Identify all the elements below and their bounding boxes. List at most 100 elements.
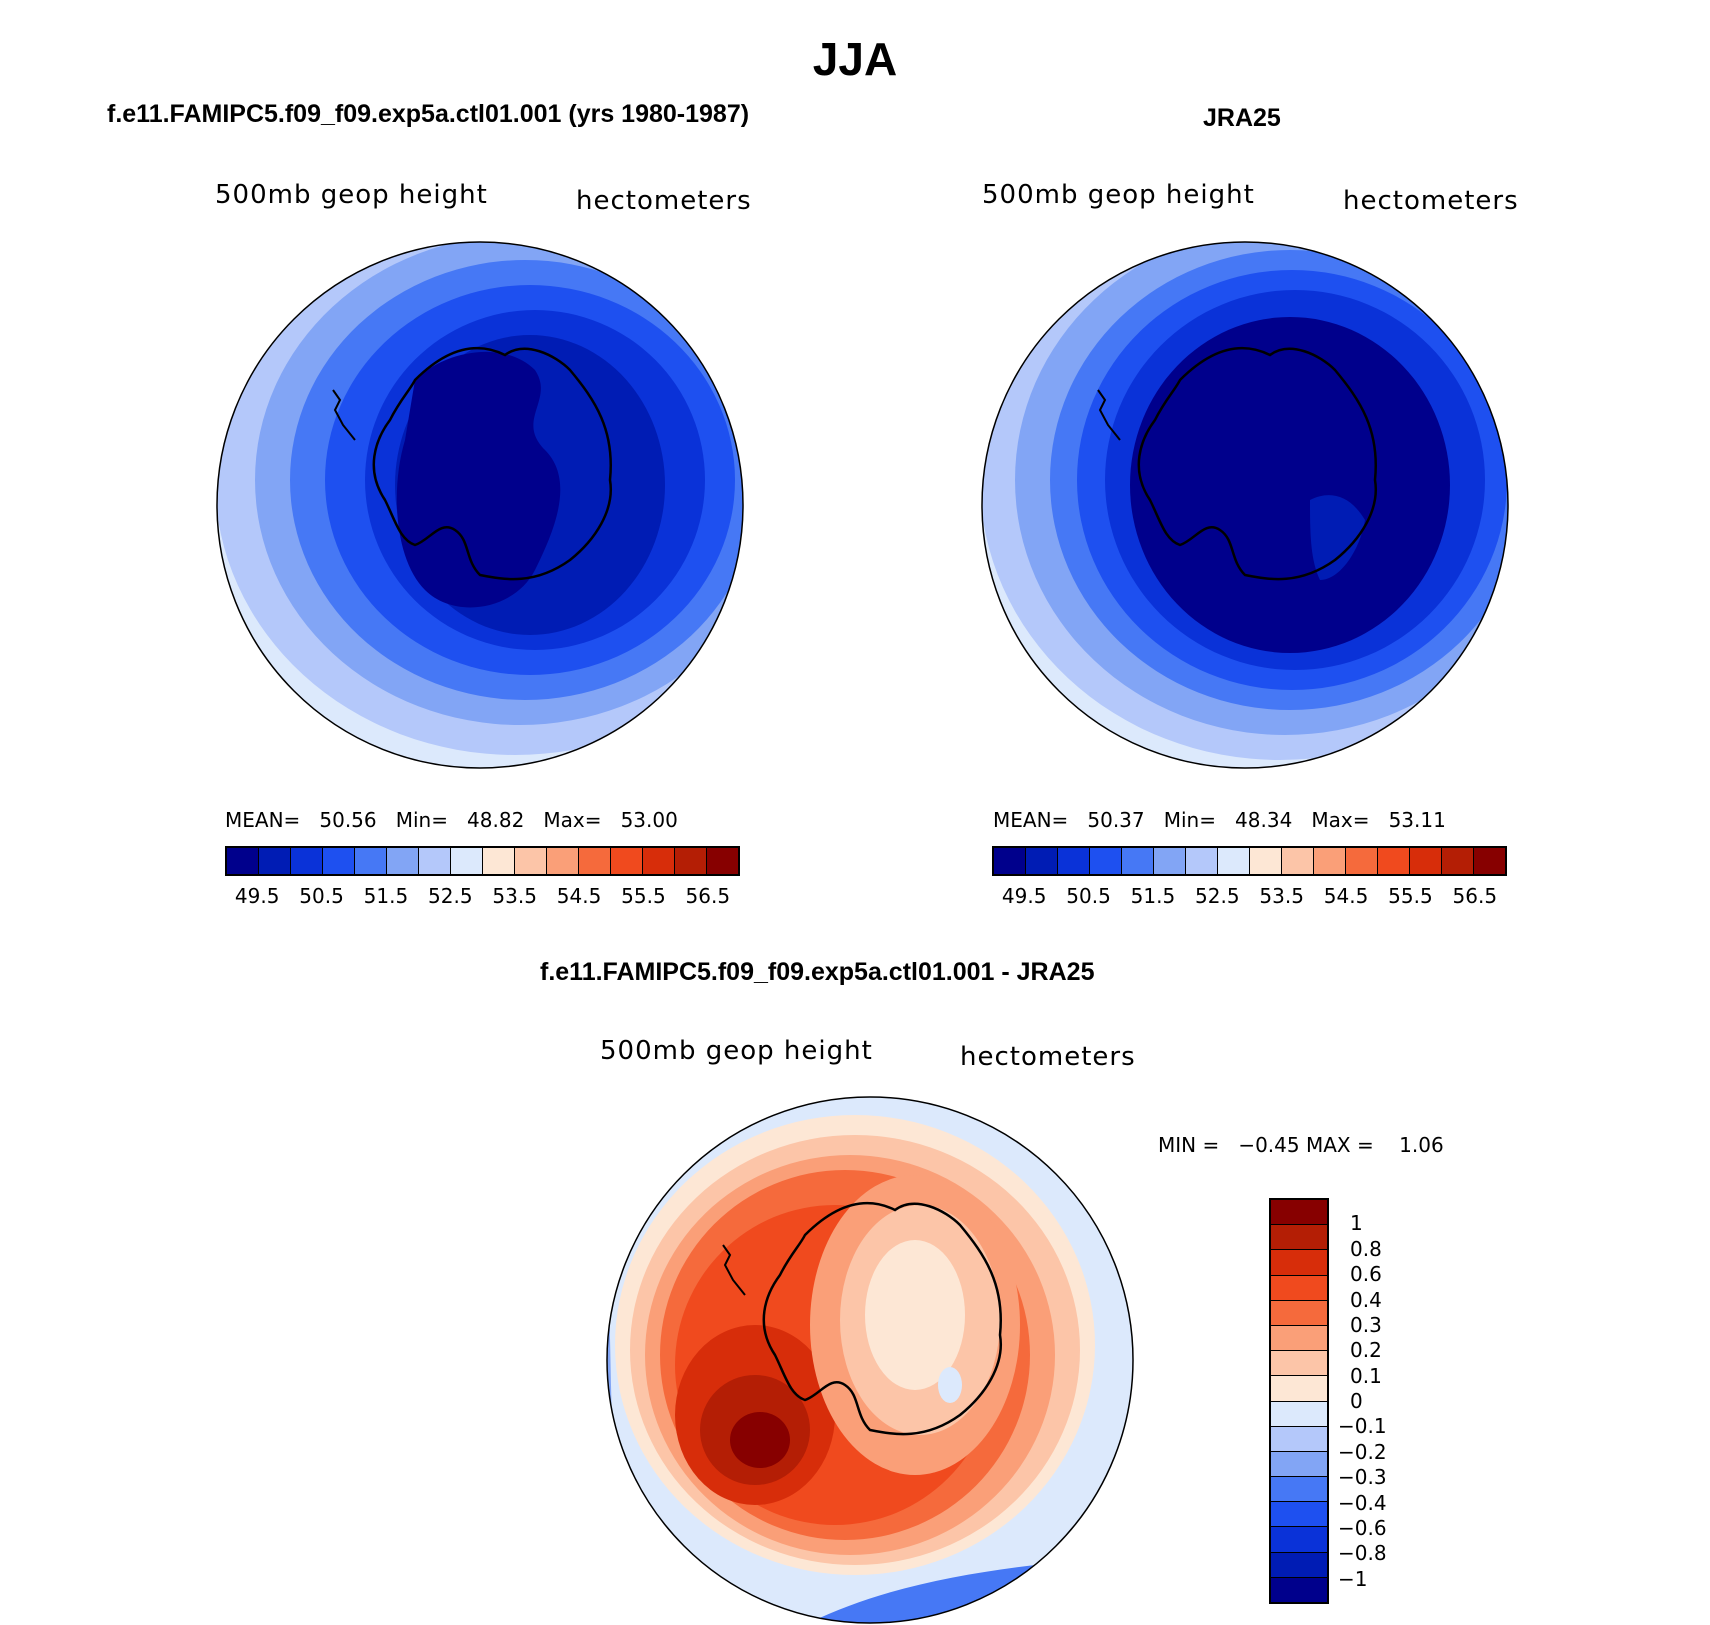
diff-variable-label: 500mb geop height: [600, 1036, 873, 1066]
model-colorbar-swatch: [707, 848, 738, 874]
model-units-label: hectometers: [576, 186, 752, 216]
obs-variable-label: 500mb geop height: [982, 180, 1255, 210]
model-colorbar-swatch: [451, 848, 483, 874]
obs-colorbar-swatch: [1378, 848, 1410, 874]
model-colorbar-swatch: [259, 848, 291, 874]
diff-colorbar-swatch: [1271, 1401, 1327, 1427]
model-colorbar-swatch: [483, 848, 515, 874]
obs-colorbar-tick-label: 52.5: [1195, 884, 1240, 908]
obs-colorbar-swatch: [1410, 848, 1442, 874]
diff-colorbar-tick-label: 0.2: [1350, 1338, 1382, 1363]
model-max-label: Max=: [543, 808, 602, 832]
model-colorbar-tick-label: 54.5: [556, 884, 602, 908]
obs-min-label: Min=: [1163, 808, 1216, 832]
model-colorbar: [225, 846, 740, 876]
model-colorbar-swatch: [547, 848, 579, 874]
obs-colorbar-swatch: [1058, 848, 1090, 874]
model-stats: MEAN= 50.56 Min= 48.82 Max= 53.00: [225, 808, 678, 832]
diff-colorbar-tick-label: −0.2: [1338, 1439, 1387, 1464]
diff-colorbar-swatch: [1271, 1577, 1327, 1602]
diff-colorbar-ticks: 1 0.8 0.6 0.4 0.3 0.2 0.1 0 −0.1 −0.2 −0.3 −0.4 −0.6…: [1338, 1198, 1438, 1604]
diff-colorbar-tick-label: 0.1: [1350, 1363, 1382, 1388]
obs-colorbar-swatch: [1442, 848, 1474, 874]
diff-stats: MIN = −0.45 MAX = 1.06: [1158, 1133, 1444, 1157]
model-colorbar-swatch: [643, 848, 675, 874]
diff-colorbar-tick-label: 1: [1350, 1211, 1363, 1236]
diff-colorbar-tick-label: −0.1: [1338, 1414, 1387, 1439]
obs-colorbar-swatch: [994, 848, 1026, 874]
obs-colorbar-tick-label: 55.5: [1388, 884, 1433, 908]
model-colorbar-swatch: [227, 848, 259, 874]
model-colorbar-swatch: [323, 848, 355, 874]
diff-colorbar-swatch: [1271, 1552, 1327, 1578]
model-colorbar-swatch: [675, 848, 707, 874]
obs-colorbar-tick-label: 51.5: [1130, 884, 1176, 908]
diff-colorbar-tick-label: 0.8: [1350, 1236, 1382, 1261]
diff-max-label: MAX =: [1305, 1133, 1374, 1157]
model-panel-title: f.e11.FAMIPC5.f09_f09.exp5a.ctl01.001 (y…: [107, 100, 750, 128]
model-colorbar-tick-label: 50.5: [299, 884, 344, 908]
model-colorbar-swatch: [387, 848, 419, 874]
model-colorbar-swatch: [355, 848, 387, 874]
obs-colorbar-swatch: [1218, 848, 1250, 874]
diff-panel-title: f.e11.FAMIPC5.f09_f09.exp5a.ctl01.001 - …: [540, 958, 1095, 986]
model-coastline: [372, 346, 613, 581]
diff-colorbar-tick-label: 0.4: [1350, 1287, 1382, 1312]
model-mean-label: MEAN=: [225, 808, 301, 832]
diff-min-value: −0.45: [1238, 1133, 1300, 1157]
diff-colorbar-swatch: [1271, 1527, 1327, 1553]
model-colorbar-swatch: [579, 848, 611, 874]
obs-map: [981, 241, 1509, 769]
obs-colorbar: [992, 846, 1507, 876]
diff-colorbar-swatch: [1271, 1376, 1327, 1402]
diff-map: [606, 1096, 1134, 1624]
obs-stats: MEAN= 50.37 Min= 48.34 Max= 53.11: [993, 808, 1446, 832]
diff-max-value: 1.06: [1399, 1133, 1444, 1157]
model-variable-label: 500mb geop height: [215, 180, 488, 210]
model-colorbar-tick-label: 52.5: [428, 884, 473, 908]
model-map: [216, 241, 744, 769]
obs-colorbar-swatch: [1346, 848, 1378, 874]
obs-colorbar-swatch: [1186, 848, 1218, 874]
diff-colorbar-tick-label: 0.6: [1350, 1262, 1382, 1287]
obs-units-label: hectometers: [1343, 186, 1519, 216]
obs-colorbar-tick-label: 54.5: [1323, 884, 1369, 908]
model-mean-value: 50.56: [319, 808, 377, 832]
obs-colorbar-swatch: [1026, 848, 1058, 874]
obs-colorbar-tick-label: 53.5: [1259, 884, 1304, 908]
obs-colorbar-swatch: [1474, 848, 1505, 874]
obs-colorbar-tick-label: 56.5: [1452, 884, 1498, 908]
obs-coastline: [1137, 346, 1378, 581]
diff-colorbar-swatch: [1271, 1250, 1327, 1276]
diff-colorbar-tick-label: −0.8: [1338, 1541, 1387, 1566]
diff-colorbar-tick-label: −0.6: [1338, 1515, 1387, 1540]
diff-colorbar-swatch: [1271, 1225, 1327, 1251]
obs-colorbar-swatch: [1090, 848, 1122, 874]
obs-max-label: Max=: [1311, 808, 1370, 832]
diff-colorbar-swatch: [1271, 1502, 1327, 1528]
diff-colorbar-tick-label: −0.3: [1338, 1465, 1387, 1490]
obs-max-value: 53.11: [1388, 808, 1446, 832]
obs-colorbar-swatch: [1154, 848, 1186, 874]
model-colorbar-swatch: [515, 848, 547, 874]
model-min-value: 48.82: [467, 808, 525, 832]
model-colorbar-tick-label: 55.5: [621, 884, 666, 908]
obs-mean-value: 50.37: [1087, 808, 1145, 832]
obs-colorbar-ticks: 49.5 50.5 51.5 52.5 53.5 54.5 55.5 56.5: [992, 884, 1507, 912]
model-colorbar-tick-label: 51.5: [363, 884, 409, 908]
diff-colorbar: [1269, 1198, 1329, 1604]
diff-colorbar-swatch: [1271, 1200, 1327, 1226]
model-max-value: 53.00: [620, 808, 678, 832]
diff-units-label: hectometers: [960, 1042, 1136, 1072]
model-colorbar-ticks: 49.5 50.5 51.5 52.5 53.5 54.5 55.5 56.5: [225, 884, 740, 912]
obs-colorbar-swatch: [1314, 848, 1346, 874]
obs-colorbar-swatch: [1282, 848, 1314, 874]
diff-colorbar-swatch: [1271, 1351, 1327, 1377]
diff-colorbar-swatch: [1271, 1275, 1327, 1301]
obs-colorbar-swatch: [1250, 848, 1282, 874]
obs-colorbar-tick-label: 49.5: [1001, 884, 1047, 908]
obs-colorbar-tick-label: 50.5: [1066, 884, 1111, 908]
diff-colorbar-swatch: [1271, 1451, 1327, 1478]
diff-colorbar-tick-label: 0: [1350, 1389, 1363, 1413]
model-colorbar-tick-label: 49.5: [234, 884, 280, 908]
